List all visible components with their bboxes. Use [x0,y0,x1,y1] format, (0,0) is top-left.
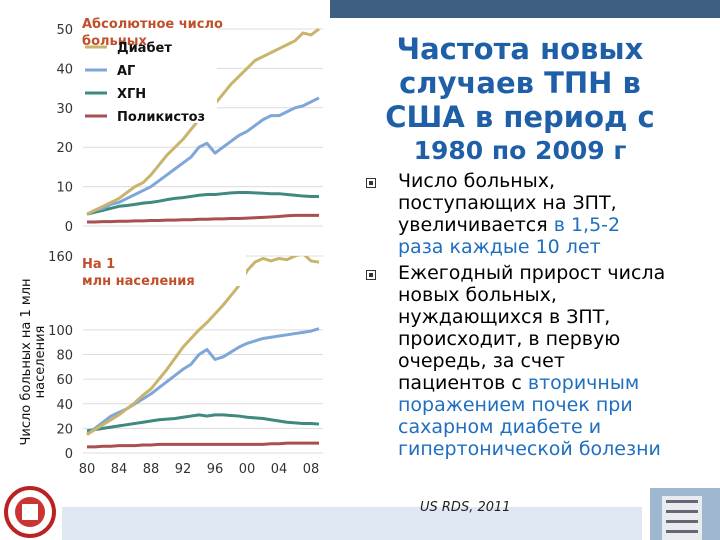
chart-title: Абсолютное число больных [82,17,223,49]
slide-title: Частота новых случаев ТПН в США в период… [360,32,680,168]
y-tick-label: 10 [56,181,73,196]
bullet-text: Ежегодный прирост числа новых больных, н… [398,262,666,394]
x-tick-label: 92 [175,462,192,477]
series-line [86,96,320,216]
y-tick-label: 100 [48,324,73,339]
series-line [86,256,320,436]
chart: 0 10 20 30 40 50 Абсолютное число больныхДиабет… [56,15,323,235]
x-tick-label: 04 [271,462,288,477]
x-tick-label: 80 [79,462,96,477]
legend-label: Диабет [117,41,172,56]
legend-label: Поликистоз [117,110,205,125]
x-tick-label: 00 [239,462,256,477]
y-tick-label: 50 [56,23,73,38]
y-tick-label: 0 [65,220,73,235]
x-tick-label: 08 [303,462,320,477]
x-tick-label: 88 [143,462,160,477]
x-tick-label: 96 [207,462,224,477]
y-tick-label: 20 [56,141,73,156]
label-box [80,250,246,286]
building-photo [650,488,720,540]
y-tick-label: 20 [56,422,73,437]
y-tick-label: 60 [56,373,73,388]
chart-title: На 1 млн населения [82,257,195,289]
logo [4,486,56,538]
bullet: Число больных, поступающих на ЗПТ, увели… [366,170,666,258]
y-tick-label: 80 [56,349,73,364]
title-text: 1980 по 2009 г [413,136,627,165]
source: US RDS, 2011 [420,500,511,515]
plot-lines [86,27,320,224]
top-band [330,0,720,18]
bullet-highlight: вторичным поражением почек при сахарном … [398,372,661,460]
series-line [87,441,319,449]
bottom-band [62,507,642,540]
bullet-text: Число больных, поступающих на ЗПТ, увели… [398,170,617,236]
plot-lines [86,256,320,449]
y-tick-label: 40 [56,62,73,77]
y-tick-label: 30 [56,102,73,117]
y-tick-label: 40 [56,398,73,413]
bullet-list: Число больных, поступающих на ЗПТ, увели… [366,170,666,464]
y-tick-label: 160 [48,250,73,265]
series-line [86,413,320,433]
bullet-highlight: в 1,5-2 раза каждые 10 лет [398,214,621,258]
chart: 0 20 40 60 80 100 160 80 84 88 92 96 00 04 08 На 1 млн н… [19,250,323,477]
x-tick-label: 84 [111,462,128,477]
series-line [86,191,319,216]
bullet: Ежегодный прирост числа новых больных, н… [366,262,666,460]
title-text: Частота новых случаев ТПН в США в период… [385,32,655,134]
legend-label: АГ [117,64,135,79]
y-tick-label: 0 [65,447,73,462]
series-line [87,213,319,224]
y-axis-label: Число больных на 1 млннаселения [19,278,48,445]
legend-label: ХГН [117,87,146,102]
